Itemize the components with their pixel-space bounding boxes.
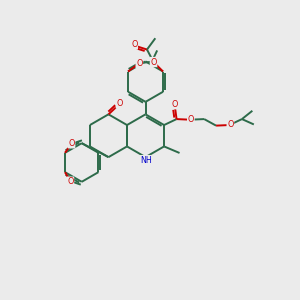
Text: O: O: [150, 58, 157, 67]
Text: O: O: [116, 99, 123, 108]
Text: O: O: [136, 59, 142, 68]
Text: O: O: [227, 120, 233, 129]
Text: O: O: [67, 177, 74, 186]
Text: NH: NH: [140, 156, 152, 165]
Text: O: O: [131, 40, 137, 49]
Text: O: O: [171, 100, 178, 109]
Text: O: O: [188, 115, 194, 124]
Text: O: O: [68, 139, 75, 148]
